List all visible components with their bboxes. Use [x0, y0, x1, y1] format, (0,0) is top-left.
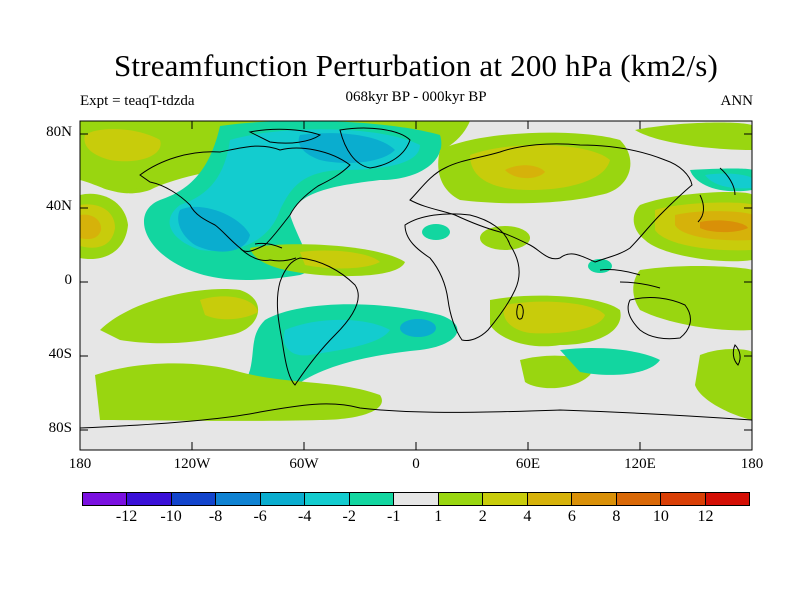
colorbar-swatch [260, 493, 306, 505]
anomaly-sw-pacific-green [695, 348, 752, 420]
anomaly-east-pacific-green [633, 265, 752, 331]
colorbar-swatch [305, 493, 350, 505]
lat-label-80n: 80N [46, 124, 72, 140]
lat-label-0: 0 [64, 272, 73, 288]
lon-label-180e: 180 [740, 456, 764, 472]
colorbar-label: -2 [342, 508, 356, 525]
lat-label-40n: 40N [46, 198, 72, 214]
lon-ticks [79, 121, 753, 450]
colorbar-label: -10 [160, 508, 182, 525]
lon-label-0: 0 [412, 456, 420, 472]
colorbar-swatch [483, 493, 528, 505]
anomaly-southern-ocean-green [95, 363, 382, 421]
coastlines [80, 127, 752, 429]
lat-ticks [80, 133, 752, 431]
anomaly-sahara-teal [422, 224, 450, 240]
colorbar [82, 492, 750, 506]
anomaly-eurasia-orange [505, 165, 545, 179]
experiment-label: Expt = teaqT-tdzda [80, 93, 195, 109]
map-title: Streamfunction Perturbation at 200 hPa (… [113, 48, 719, 83]
anomaly-siberia-cyan [705, 173, 752, 189]
colorbar-label: 4 [523, 508, 532, 525]
colorbar-label: -1 [387, 508, 401, 525]
colorbar-swatch [349, 493, 395, 505]
lon-label-120e: 120E [624, 456, 656, 472]
anomaly-south-atlantic-lightblue [400, 319, 436, 337]
colorbar-label: -4 [297, 508, 312, 525]
anomaly-south-america-cyan [283, 319, 390, 356]
anomaly-south-pacific-yellow [200, 296, 258, 320]
colorbar-swatch [616, 493, 662, 505]
colorbar-swatch [661, 493, 706, 505]
lon-label-60e: 60E [515, 456, 541, 472]
colorbar-swatch [438, 493, 484, 505]
colorbar-label: 2 [478, 508, 487, 525]
anomaly-north-pacific-yellow [84, 128, 161, 162]
colorbar-label: -12 [115, 508, 138, 525]
anomaly-dateline-orange [80, 214, 102, 240]
lat-label-80s: 80S [48, 420, 72, 436]
colorbar-swatch [705, 493, 750, 505]
map-subtitle: 068kyr BP - 000kyr BP [345, 89, 487, 105]
colorbar-swatch [83, 493, 128, 505]
colorbar-label: -8 [208, 508, 223, 525]
anomaly-atlantic-ne-green [100, 179, 140, 191]
anomaly-fields [80, 121, 752, 421]
anomaly-indonesia-teal [588, 259, 612, 273]
colorbar-swatch [171, 493, 217, 505]
colorbar-label: -6 [253, 508, 267, 525]
colorbar-swatch [572, 493, 617, 505]
season-label: ANN [720, 93, 754, 109]
colorbar-label: 10 [652, 508, 669, 525]
colorbar-swatch [527, 493, 573, 505]
colorbar-swatch [216, 493, 261, 505]
anomaly-indian-ocean-yellow [503, 301, 605, 334]
anomaly-nw-pacific-deeporange [700, 220, 748, 233]
anomaly-tropical-atlantic-yellow [300, 250, 380, 269]
lon-label-180w: 180 [68, 456, 92, 472]
anomaly-arctic-green [635, 122, 752, 150]
lon-label-120w: 120W [173, 456, 211, 472]
anomaly-arabia-green [480, 226, 530, 250]
colorbar-label: 8 [612, 508, 621, 525]
colorbar-swatch [394, 493, 439, 505]
colorbar-swatch [127, 493, 172, 505]
colorbar-label: 6 [567, 508, 576, 525]
lon-label-60w: 60W [289, 456, 319, 472]
colorbar-label: 1 [434, 508, 443, 525]
anomaly-tasman-teal [560, 348, 660, 375]
anomaly-eurasia-yellow [470, 144, 610, 190]
colorbar-label: 12 [697, 508, 714, 525]
lat-label-40s: 40S [48, 346, 72, 362]
